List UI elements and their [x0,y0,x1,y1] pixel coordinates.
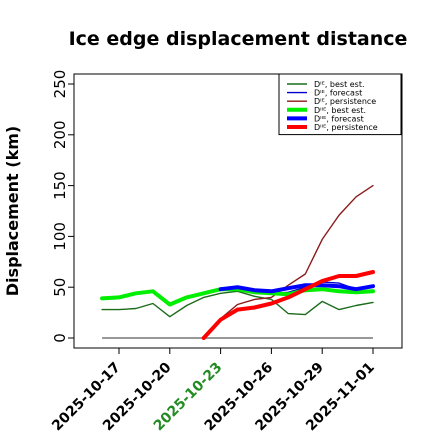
y-tick-label: 50 [51,278,69,297]
y-tick-label: 0 [51,333,69,343]
legend-label: Dᴵᴱ, best est. [314,80,365,89]
y-axis-label: Displacement (km) [3,126,22,296]
series-line-2 [219,184,374,320]
y-tick-label: 200 [51,120,69,149]
legend-label: Dᴵᴱ, persistence [314,97,376,106]
chart-title: Ice edge displacement distance [69,28,408,50]
y-axis: 0 50 100 150 200 250 [51,70,75,343]
legend-label: Dᴵᴵᴱ, forecast [314,114,364,123]
y-tick-label: 250 [51,70,69,99]
legend-label: Dᴵᴱ, forecast [314,89,362,98]
x-axis: 2025-10-172025-10-202025-10-232025-10-26… [49,347,378,434]
series-line-4 [218,283,375,294]
series-layer [100,184,375,340]
series-line-0 [101,290,374,318]
legend-label: Dᴵᴵᴱ, best est. [314,106,366,115]
series-line-5 [201,270,375,340]
legend-label: Dᴵᴵᴱ, persistence [314,123,378,132]
y-tick-label: 150 [51,171,69,200]
y-tick-label: 100 [51,222,69,251]
